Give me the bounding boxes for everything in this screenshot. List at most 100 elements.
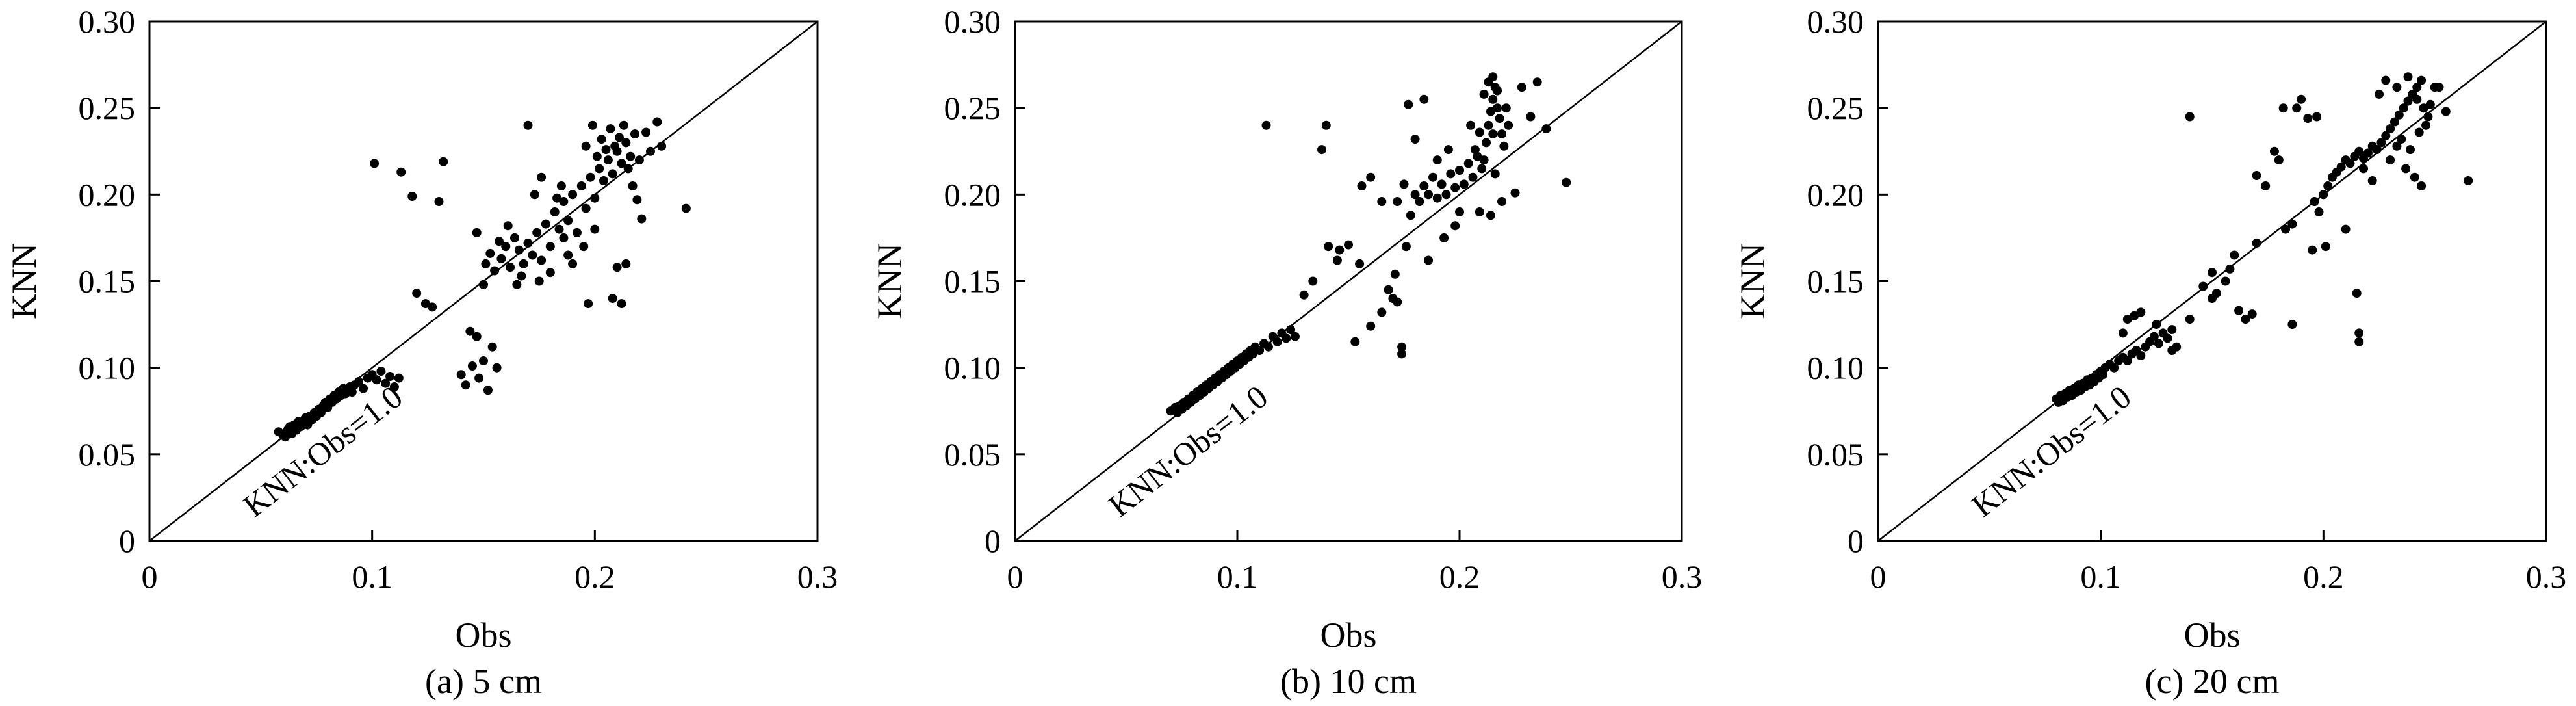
data-point <box>1493 86 1502 96</box>
y-tick-label: 0.05 <box>1807 436 1864 473</box>
data-point <box>1272 337 1282 346</box>
data-point <box>1504 120 1513 130</box>
data-point <box>2417 181 2427 190</box>
scatter-panel-b: 0 0.1 0.2 0.3 0 0.05 0.10 0.15 0.20 0.25 0.30 KNN… <box>870 3 1702 701</box>
data-point <box>2149 332 2159 341</box>
data-point <box>1397 349 1407 359</box>
data-point <box>646 146 655 156</box>
x-axis-ticks: 0 0.1 0.2 0.3 <box>1870 530 2566 595</box>
data-point <box>623 164 633 174</box>
data-point <box>1497 197 1506 206</box>
data-point <box>2354 328 2364 338</box>
data-point <box>619 120 628 130</box>
y-axis-label: KNN <box>1733 243 1772 319</box>
data-point <box>541 219 550 229</box>
data-point <box>2359 164 2368 174</box>
data-point <box>381 378 391 388</box>
data-point <box>1501 103 1511 113</box>
data-point <box>641 127 651 137</box>
data-point <box>2321 242 2330 252</box>
data-point <box>1419 94 1429 104</box>
y-tick-label: 0.10 <box>944 350 1001 386</box>
data-point <box>439 157 448 166</box>
data-point <box>510 233 519 242</box>
data-point <box>2367 176 2377 185</box>
data-point <box>2403 72 2413 82</box>
data-point <box>2308 245 2317 255</box>
data-point <box>2414 127 2424 137</box>
data-point <box>1450 183 1460 192</box>
x-tick-label: 0.1 <box>2080 558 2121 595</box>
y-tick-label: 0.05 <box>944 436 1001 473</box>
data-point <box>621 259 631 268</box>
reference-line <box>1877 21 2547 542</box>
data-point <box>1541 124 1551 134</box>
data-point <box>528 250 537 260</box>
data-point <box>556 181 566 190</box>
data-point <box>1488 72 1498 82</box>
data-point <box>481 259 491 268</box>
data-point <box>1432 193 1442 203</box>
y-tick-label: 0.10 <box>79 350 136 386</box>
data-point <box>681 203 691 213</box>
data-point <box>530 190 539 200</box>
data-point <box>1459 179 1469 189</box>
data-point <box>2185 112 2195 122</box>
data-point <box>1488 129 1498 139</box>
data-point <box>506 263 515 272</box>
data-point <box>1321 120 1331 130</box>
x-axis-ticks: 0 0.1 0.2 0.3 <box>1007 530 1702 595</box>
data-point <box>572 228 582 237</box>
data-point <box>1324 242 1333 252</box>
data-point <box>1344 240 1353 250</box>
data-point <box>1446 169 1456 179</box>
data-point <box>1248 349 1257 359</box>
data-point <box>1466 120 1476 130</box>
data-point <box>2381 75 2391 85</box>
y-tick-label: 0.20 <box>1807 176 1864 213</box>
data-point <box>376 367 386 376</box>
data-point <box>467 361 477 371</box>
data-point <box>1493 103 1502 113</box>
data-point <box>1350 337 1360 346</box>
data-point <box>1415 197 1424 206</box>
data-point <box>1532 77 1542 87</box>
data-point <box>610 141 620 151</box>
data-point <box>2345 159 2355 168</box>
data-point <box>2410 172 2419 182</box>
y-tick-label: 0.30 <box>1807 3 1864 40</box>
data-point <box>563 216 573 226</box>
data-point <box>1488 94 1498 104</box>
data-point <box>503 221 513 231</box>
data-point <box>1390 269 1400 279</box>
data-point <box>603 155 613 165</box>
data-point <box>523 120 533 130</box>
data-point <box>1510 188 1520 198</box>
data-point <box>581 203 591 213</box>
data-point <box>2412 83 2422 92</box>
data-point <box>472 228 482 237</box>
data-point <box>1441 190 1451 200</box>
data-point <box>1263 342 1273 352</box>
data-point <box>492 363 502 373</box>
data-point <box>2441 107 2451 116</box>
data-point <box>2406 145 2415 155</box>
data-point <box>496 254 506 263</box>
data-point <box>1490 169 1500 179</box>
data-point <box>372 375 381 385</box>
data-point <box>501 242 511 252</box>
data-point <box>1428 172 1437 182</box>
data-point <box>2314 207 2324 216</box>
data-point <box>1475 127 1484 137</box>
data-point <box>2392 141 2402 151</box>
data-point <box>608 169 617 179</box>
data-point <box>2336 162 2346 172</box>
reference-line <box>1014 21 1682 542</box>
data-point <box>537 172 547 182</box>
data-point <box>2464 176 2473 185</box>
data-point <box>586 172 595 182</box>
data-point <box>1463 159 1473 168</box>
y-tick-label: 0 <box>1848 523 1864 559</box>
data-point <box>2390 117 2399 127</box>
data-point <box>354 377 364 386</box>
